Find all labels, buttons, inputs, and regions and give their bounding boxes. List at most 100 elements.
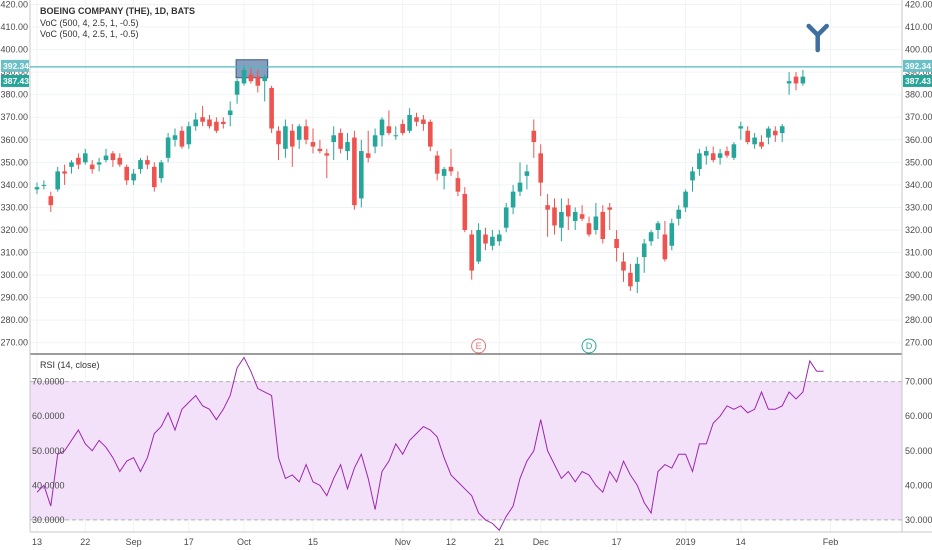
price-tick-label: 390.00 <box>905 67 932 77</box>
candle-body <box>83 153 88 163</box>
price-tag-box <box>903 74 932 87</box>
rsi-band <box>30 381 902 520</box>
candle-body <box>517 182 523 192</box>
candle-body <box>717 153 723 158</box>
rsi-axis-left[interactable]: 30.0000 40.0000 50.0000 60.0000 70.0000 <box>32 377 65 525</box>
candle-body <box>145 160 150 165</box>
candle-body <box>635 263 640 282</box>
candle-body <box>324 153 330 156</box>
price-axis-right[interactable]: 270.00 280.00 290.00 300.00 310.00 320.00 330.… <box>905 0 932 348</box>
candle-body <box>669 223 675 246</box>
time-tick-label: 2019 <box>676 537 696 547</box>
candle-body <box>241 69 247 84</box>
candle-body <box>421 119 426 125</box>
candle-body <box>545 205 550 210</box>
candle-body <box>62 171 67 174</box>
candle-body <box>766 128 771 138</box>
candle-body <box>234 81 240 95</box>
candle-body <box>469 234 474 271</box>
price-tag-box <box>1 74 29 87</box>
candle-body <box>290 130 295 147</box>
rsi-tick-label: 40.0000 <box>905 480 932 490</box>
price-tick-label: 340.00 <box>905 180 932 190</box>
candle-body <box>600 211 606 240</box>
candle-body <box>227 110 233 115</box>
candle-body <box>483 234 488 244</box>
rsi-tick-label: 30.0000 <box>905 515 932 525</box>
candle-body <box>393 135 399 137</box>
price-tick-label: 300.00 <box>0 270 28 280</box>
candle-body <box>510 191 516 208</box>
candle-body <box>648 232 654 242</box>
candle-body <box>428 121 433 147</box>
candle-body <box>76 157 81 165</box>
price-axis-left[interactable]: 270.00 280.00 290.00 300.00 310.00 320.00 330.… <box>0 0 28 348</box>
price-tick-label: 340.00 <box>0 180 28 190</box>
candle-body <box>338 133 343 149</box>
candle-body <box>531 130 537 143</box>
time-tick-label: 12 <box>446 537 456 547</box>
price-tick-label: 400.00 <box>905 45 932 55</box>
candle-body <box>490 236 495 246</box>
candle-body <box>455 178 461 192</box>
indicator-1-label[interactable]: VoC (500, 4, 2.5, 1, -0.5) <box>40 18 139 28</box>
candle-body <box>158 162 164 179</box>
candle-body <box>462 193 468 230</box>
candlestick-series <box>34 65 806 294</box>
price-tag-label: 387.43 <box>905 76 931 86</box>
price-tick-label: 350.00 <box>0 157 28 167</box>
candle-body <box>214 121 219 131</box>
candle-body <box>345 142 350 152</box>
candle-body <box>283 126 288 149</box>
rsi-tick-label: 50.0000 <box>905 446 932 456</box>
event-marker <box>581 338 597 354</box>
event-markers[interactable]: EDE <box>471 338 932 354</box>
price-tick-label: 310.00 <box>905 248 932 258</box>
candle-body <box>655 223 661 230</box>
candle-body <box>786 81 792 84</box>
price-tick-label: 360.00 <box>905 135 932 145</box>
candle-body <box>759 142 764 147</box>
candle-body <box>207 119 212 127</box>
rsi-title[interactable]: RSI (14, close) <box>40 360 100 370</box>
time-axis[interactable]: 13 22 Sep 17 Oct 15 Nov 12 21 Dec 17 2019 14 Feb <box>32 537 838 547</box>
candle-body <box>524 171 530 176</box>
symbol-title[interactable]: BOEING COMPANY (THE), 1D, BATS <box>40 6 195 16</box>
candle-body <box>331 135 336 143</box>
candle-body <box>579 214 585 219</box>
candle-body <box>221 121 226 125</box>
candle-body <box>117 157 123 165</box>
candle-body <box>566 205 571 217</box>
price-tick-label: 330.00 <box>905 202 932 212</box>
candle-body <box>745 130 750 143</box>
candle-body <box>607 207 612 210</box>
candle-body <box>690 171 695 181</box>
candle-body <box>193 119 198 127</box>
candle-body <box>641 243 647 258</box>
price-tick-label: 390.00 <box>0 67 28 77</box>
candle-body <box>69 162 74 167</box>
candle-body <box>800 76 806 84</box>
rsi-axis-right[interactable]: 30.0000 40.0000 50.0000 60.0000 70.0000 <box>905 377 932 525</box>
price-tick-label: 280.00 <box>905 315 932 325</box>
price-tick-label: 270.00 <box>905 338 932 348</box>
price-tick-label: 320.00 <box>905 225 932 235</box>
candle-body <box>676 209 681 219</box>
candle-body <box>593 216 599 230</box>
candle-body <box>414 117 419 122</box>
price-tick-label: 370.00 <box>905 112 932 122</box>
candle-body <box>738 126 744 129</box>
price-tag-box <box>903 59 932 72</box>
down-arrow-icon[interactable] <box>806 23 829 53</box>
candle-body <box>96 162 102 165</box>
candle-body <box>269 87 274 129</box>
price-tick-label: 410.00 <box>0 22 28 32</box>
indicator-2-label[interactable]: VoC (500, 4, 2.5, 1, -0.5) <box>40 29 139 39</box>
candle-body <box>55 171 60 190</box>
candle-body <box>386 126 392 134</box>
candle-body <box>710 153 716 161</box>
time-tick-label: Nov <box>395 537 412 547</box>
rsi-tick-label: 40.0000 <box>32 480 65 490</box>
candle-body <box>407 114 412 131</box>
